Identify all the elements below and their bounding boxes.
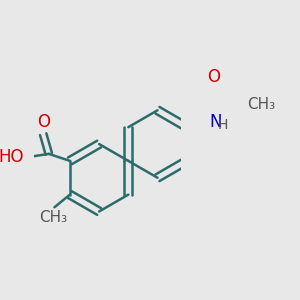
Text: HO: HO: [0, 148, 24, 166]
Text: N: N: [209, 112, 222, 130]
Text: CH₃: CH₃: [39, 210, 67, 225]
Text: CH₃: CH₃: [247, 97, 275, 112]
Text: O: O: [207, 68, 220, 86]
Text: O: O: [37, 113, 50, 131]
Text: H: H: [218, 118, 228, 132]
